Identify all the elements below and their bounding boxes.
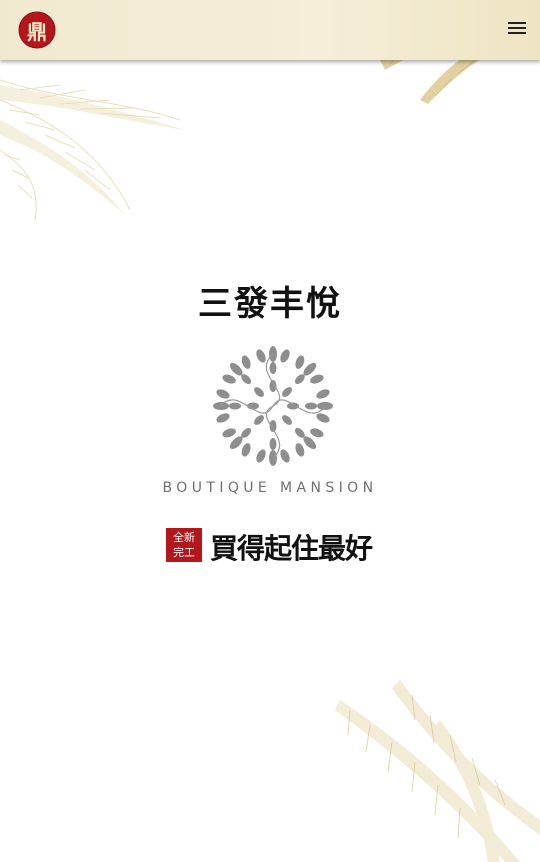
brand-logo[interactable]: 鼎 (18, 11, 56, 49)
logo-glyph: 鼎 (27, 19, 47, 44)
logo-seal-icon (18, 11, 56, 49)
leaf-decoration-bottom-right (335, 680, 540, 862)
leaf-wreath-emblem-icon (213, 346, 333, 466)
badge-line-2: 完工 (173, 546, 195, 559)
brand-subtitle: BOUTIQUE MANSION (162, 480, 378, 496)
new-complete-badge: 全新 完工 (166, 528, 202, 562)
badge-line-1: 全新 (173, 531, 195, 544)
slogan-text: 買得起住最好 (210, 532, 373, 565)
hamburger-menu-icon[interactable] (508, 22, 526, 36)
header-bar: 鼎 (0, 0, 540, 60)
page-title: 三發丰悅 (198, 284, 342, 324)
leaf-decoration-top-left (0, 79, 185, 220)
